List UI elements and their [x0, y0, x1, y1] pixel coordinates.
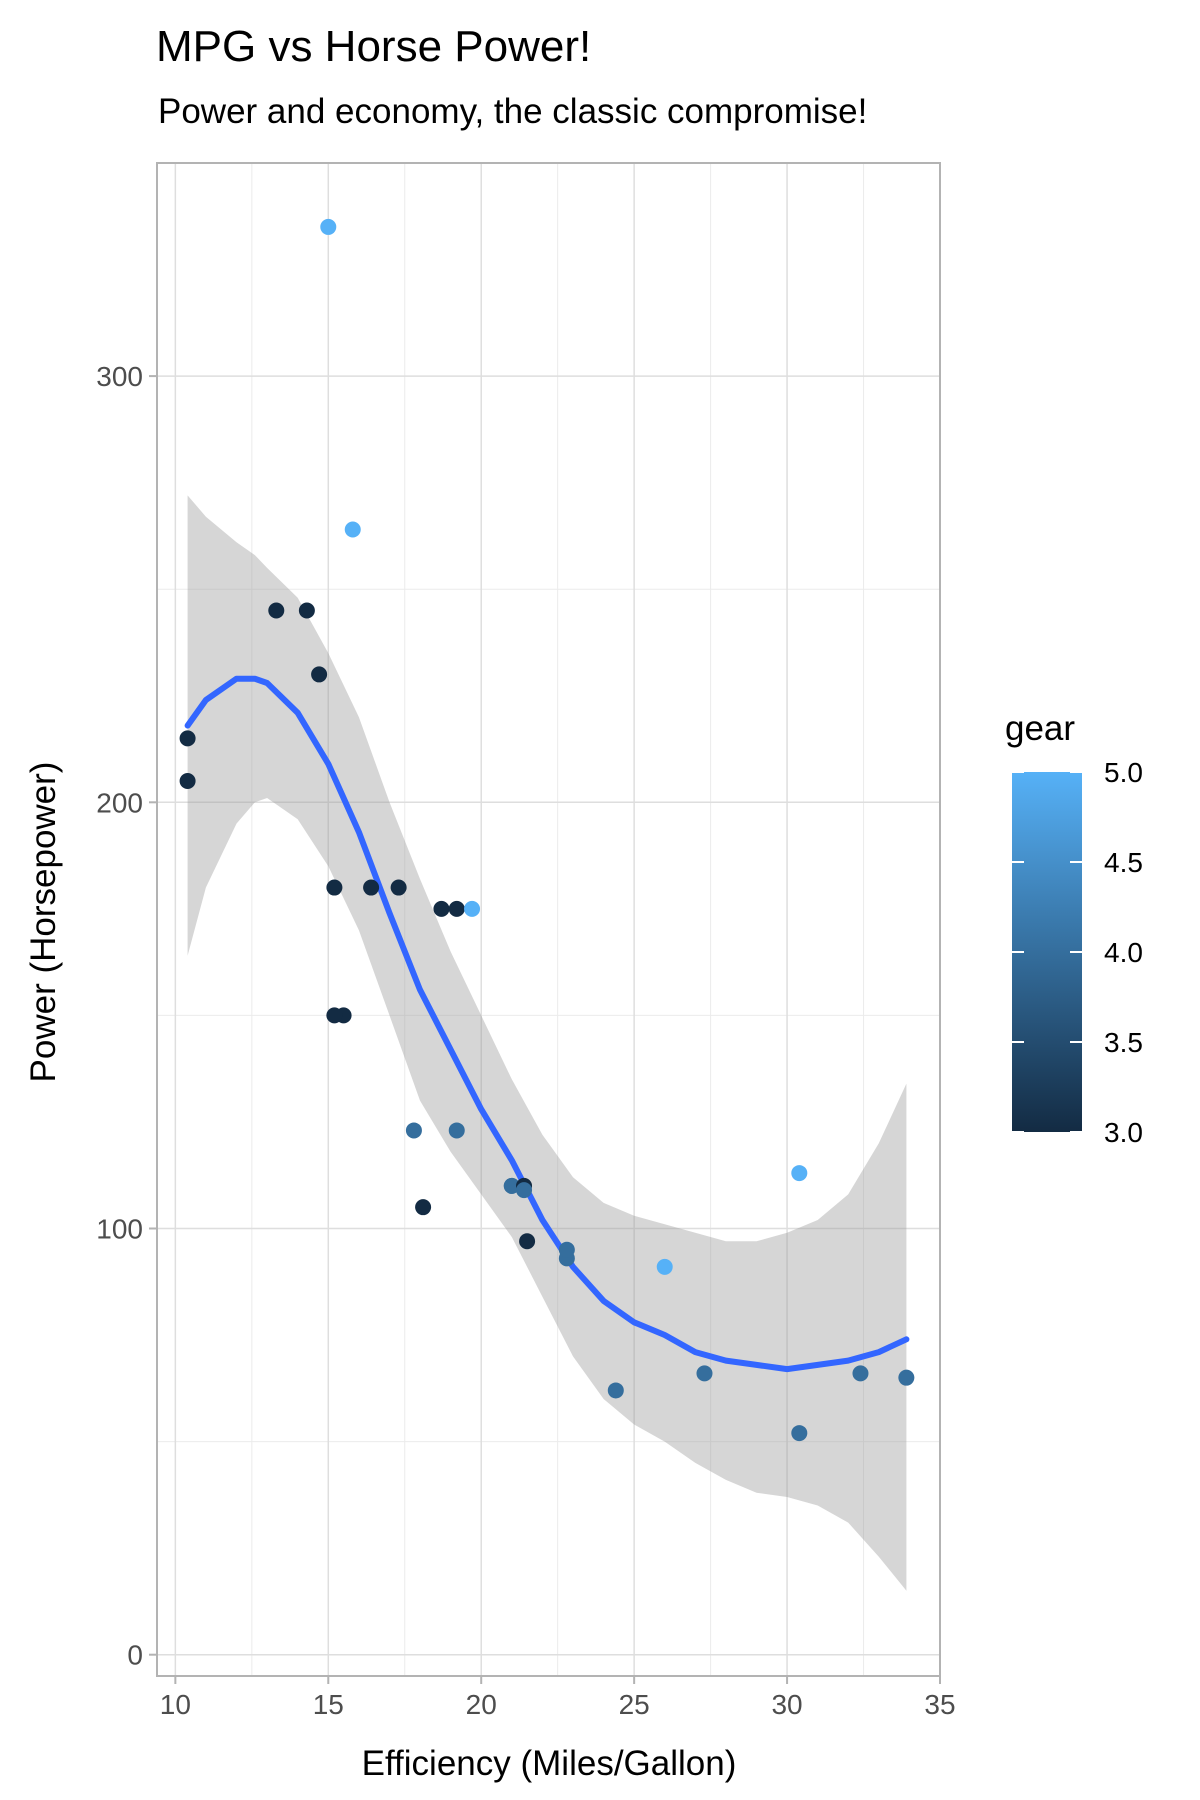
chart-subtitle: Power and economy, the classic compromis…: [158, 92, 868, 131]
legend: gear 5.0 4.5 4.0 3.5 3.0: [1005, 709, 1143, 1148]
data-point: [268, 602, 285, 619]
legend-title: gear: [1005, 709, 1075, 748]
y-tick-label: 0: [127, 1640, 143, 1671]
x-tick-label: 20: [466, 1689, 497, 1720]
legend-label: 4.0: [1104, 937, 1143, 968]
y-tick-label: 100: [96, 1213, 143, 1244]
x-axis-title: Efficiency (Miles/Gallon): [362, 1744, 737, 1783]
data-point: [696, 1365, 713, 1382]
data-point: [448, 900, 465, 917]
confidence-band: [187, 495, 907, 1591]
axes: 10 15 20 25 30 35 0 100 200 300: [96, 361, 955, 1720]
data-point: [519, 1233, 536, 1250]
panel-background: [157, 163, 940, 1676]
data-point: [405, 1122, 422, 1139]
data-point: [311, 666, 328, 683]
legend-label: 4.5: [1104, 847, 1143, 878]
data-point: [179, 772, 196, 789]
data-point: [852, 1365, 869, 1382]
y-axis-title: Power (Horsepower): [24, 762, 63, 1083]
y-tick-label: 200: [96, 787, 143, 818]
x-tick-label: 25: [619, 1689, 650, 1720]
data-point: [607, 1382, 624, 1399]
data-point: [390, 879, 407, 896]
data-point: [516, 1182, 533, 1199]
x-tick-label: 30: [771, 1689, 802, 1720]
x-tick-label: 10: [160, 1689, 191, 1720]
data-point: [464, 900, 481, 917]
data-point: [320, 218, 337, 235]
data-point: [433, 900, 450, 917]
data-points: [179, 218, 915, 1442]
data-point: [558, 1241, 575, 1258]
legend-label: 5.0: [1104, 757, 1143, 788]
data-point: [656, 1258, 673, 1275]
panel-border-rect: [156, 162, 941, 1677]
data-point: [791, 1165, 808, 1182]
data-point: [898, 1369, 915, 1386]
data-point: [448, 1122, 465, 1139]
data-point: [415, 1199, 432, 1216]
y-tick-label: 300: [96, 361, 143, 392]
data-point: [363, 879, 380, 896]
x-tick-label: 15: [313, 1689, 344, 1720]
data-point: [503, 1177, 520, 1194]
data-point: [179, 730, 196, 747]
panel-border: [156, 162, 941, 1677]
data-point: [326, 879, 343, 896]
data-point: [791, 1425, 808, 1442]
plot-panel: [157, 163, 940, 1676]
legend-label: 3.0: [1104, 1117, 1143, 1148]
data-point: [326, 1007, 343, 1024]
x-tick-label: 35: [924, 1689, 955, 1720]
data-point: [344, 521, 361, 538]
chart-title: MPG vs Horse Power!: [156, 22, 592, 71]
data-point: [298, 602, 315, 619]
legend-label: 3.5: [1104, 1027, 1143, 1058]
confidence-band-area: [187, 495, 907, 1591]
